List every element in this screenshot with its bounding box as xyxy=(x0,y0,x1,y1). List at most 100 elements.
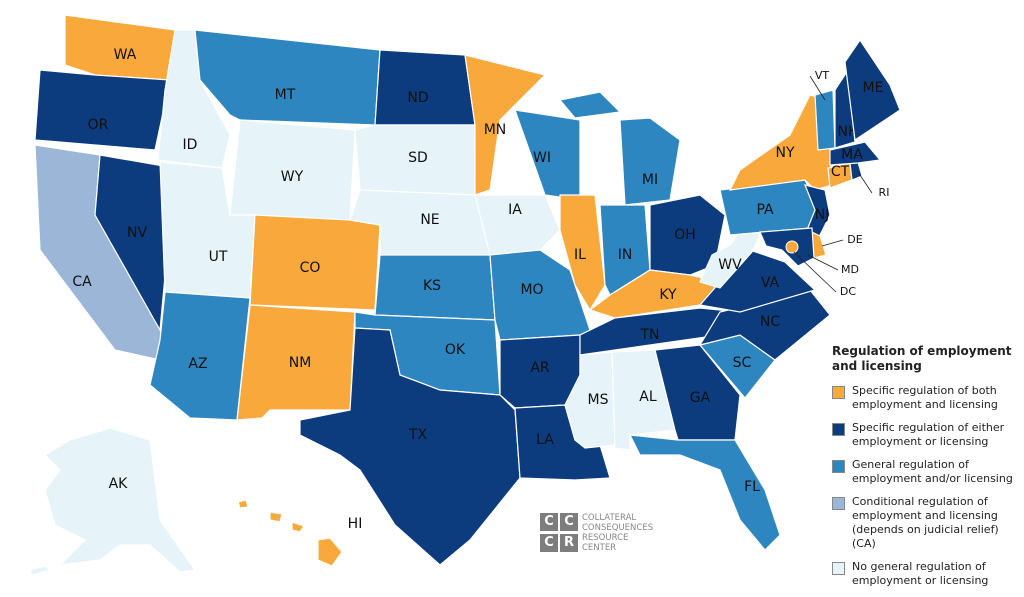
state-label: MS xyxy=(588,392,609,408)
state-label: MN xyxy=(484,122,507,138)
state-label: IL xyxy=(574,247,586,263)
legend-label: Conditional regulation of employment and… xyxy=(852,495,999,550)
legend-title: Regulation of employment and licensing xyxy=(832,344,1012,373)
state xyxy=(29,565,52,576)
state-label: OK xyxy=(445,342,466,358)
state-label: OH xyxy=(674,227,696,243)
state-label: ND xyxy=(407,90,428,106)
legend-swatch xyxy=(832,423,845,436)
legend-swatch xyxy=(832,460,845,473)
state-label: MA xyxy=(841,147,863,163)
state-label: NY xyxy=(775,145,794,161)
state xyxy=(619,117,681,206)
state-label: UT xyxy=(209,249,228,265)
state-label: DE xyxy=(847,233,862,246)
leader-line xyxy=(807,254,839,271)
legend: Regulation of employment and licensing S… xyxy=(832,344,1022,597)
state-label: MT xyxy=(275,87,296,103)
state-label: GA xyxy=(690,390,711,406)
state-label: RI xyxy=(879,186,890,199)
legend-swatch xyxy=(832,386,845,399)
state xyxy=(849,161,863,181)
leader-line xyxy=(857,171,873,194)
legend-item: Specific regulation of either employment… xyxy=(832,421,1022,449)
leader-line xyxy=(809,75,826,101)
state-label: VA xyxy=(761,275,780,291)
state-label: ID xyxy=(183,137,198,153)
state-label: NE xyxy=(420,212,439,228)
state xyxy=(34,69,171,151)
state-label: AL xyxy=(639,389,657,405)
state xyxy=(194,29,381,126)
state xyxy=(628,434,781,551)
state-label: VT xyxy=(815,69,830,82)
legend-label: Specific regulation of both employment a… xyxy=(852,384,998,411)
state-label: AZ xyxy=(188,356,207,372)
state-label: CO xyxy=(300,260,321,276)
state-label: SD xyxy=(408,150,428,166)
state-label: WY xyxy=(281,169,304,185)
state xyxy=(844,38,901,142)
state-label: CT xyxy=(831,164,850,180)
state xyxy=(249,214,381,311)
state-label: TX xyxy=(408,427,428,443)
legend-item: General regulation of employment and/or … xyxy=(832,458,1022,486)
logo-letter: R xyxy=(560,534,578,552)
state-label: NV xyxy=(127,225,147,241)
state xyxy=(317,537,343,567)
state-label: HI xyxy=(348,516,363,532)
state-label: IA xyxy=(508,202,522,218)
legend-swatch xyxy=(832,497,845,510)
state-label: FL xyxy=(744,479,760,495)
logo-text: COLLATERAL CONSEQUENCES RESOURCE CENTER xyxy=(582,513,654,553)
logo-letter: C xyxy=(560,513,578,531)
state-label: CA xyxy=(72,274,92,290)
state xyxy=(829,141,882,166)
state-label: NM xyxy=(289,355,312,371)
state xyxy=(269,511,283,523)
state-label: DC xyxy=(840,285,856,298)
state-label: TN xyxy=(639,327,659,343)
state xyxy=(374,49,476,126)
state xyxy=(299,327,521,566)
state xyxy=(558,91,622,119)
state-label: MO xyxy=(520,282,543,298)
state xyxy=(44,427,197,573)
logo-letter: C xyxy=(540,513,558,531)
state xyxy=(785,240,799,254)
state-label: PA xyxy=(756,202,774,218)
state-label: LA xyxy=(536,432,554,448)
state-label: IN xyxy=(618,247,633,263)
state xyxy=(291,521,305,533)
logo-letter: C xyxy=(540,534,558,552)
state xyxy=(94,154,176,332)
state xyxy=(814,89,836,151)
legend-item: Specific regulation of both employment a… xyxy=(832,384,1022,412)
state-label: ME xyxy=(863,80,884,96)
legend-label: No general regulation of employment or l… xyxy=(852,560,989,587)
state-label: AK xyxy=(109,476,129,492)
state-label: NC xyxy=(760,314,780,330)
state xyxy=(474,194,561,256)
state xyxy=(464,54,547,196)
legend-swatch xyxy=(832,562,845,575)
state xyxy=(237,499,249,509)
state-label: SC xyxy=(733,355,752,371)
state-label: MD xyxy=(841,263,859,276)
state-label: KS xyxy=(423,278,441,294)
state-label: WA xyxy=(114,47,137,63)
state-label: KY xyxy=(659,287,677,303)
legend-item: No general regulation of employment or l… xyxy=(832,560,1022,588)
legend-label: General regulation of employment and/or … xyxy=(852,458,1013,485)
state-label: WV xyxy=(718,257,742,273)
state-label: OR xyxy=(88,117,109,133)
state-label: MI xyxy=(642,172,658,188)
leader-line xyxy=(821,239,844,247)
state-label: NJ xyxy=(815,207,830,223)
legend-item: Conditional regulation of employment and… xyxy=(832,495,1022,551)
state xyxy=(834,68,856,149)
